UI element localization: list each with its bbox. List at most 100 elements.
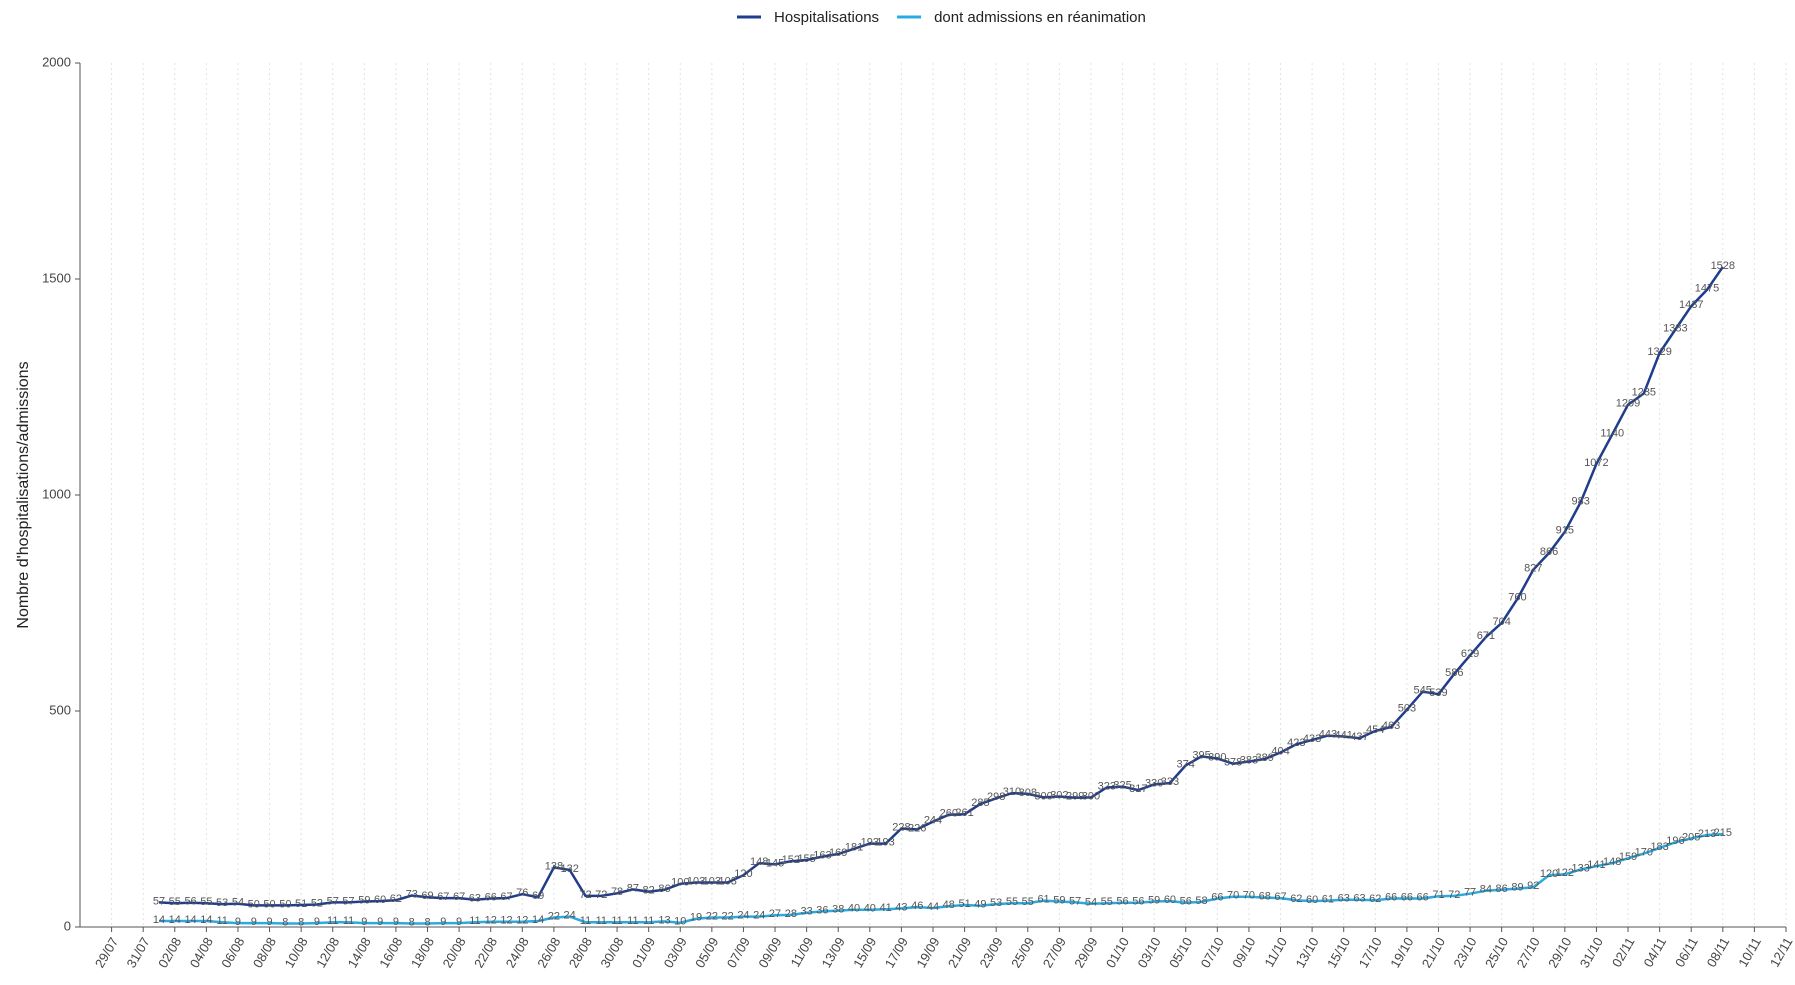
x-tick-label: 06/11 bbox=[1672, 935, 1701, 970]
x-tick-label: 13/09 bbox=[819, 935, 848, 971]
x-tick-label: 18/08 bbox=[408, 935, 437, 971]
data-label: 181 bbox=[845, 842, 863, 854]
data-label: 827 bbox=[1524, 563, 1542, 575]
y-tick-label: 500 bbox=[49, 702, 71, 717]
data-label: 155 bbox=[797, 853, 815, 865]
data-label: 333 bbox=[1161, 776, 1179, 788]
x-tick-label: 09/09 bbox=[755, 935, 784, 971]
x-tick-label: 22/08 bbox=[471, 935, 500, 971]
data-label: 323 bbox=[1098, 780, 1116, 792]
data-label: 72 bbox=[595, 889, 607, 901]
y-tick-label: 1000 bbox=[42, 486, 71, 501]
x-tick-label: 21/09 bbox=[945, 935, 974, 971]
data-label: 24 bbox=[737, 910, 749, 922]
x-tick-label: 19/09 bbox=[913, 935, 942, 971]
data-label: 59 bbox=[1053, 894, 1065, 906]
data-label: 60 bbox=[374, 894, 386, 906]
data-label: 11 bbox=[611, 915, 622, 927]
data-label: 586 bbox=[1445, 667, 1463, 679]
data-label: 55 bbox=[200, 896, 212, 908]
data-label: 55 bbox=[169, 896, 181, 908]
data-label: 89 bbox=[1511, 881, 1523, 893]
data-label: 84 bbox=[1480, 884, 1492, 896]
data-label: 423 bbox=[1287, 737, 1305, 749]
data-label: 915 bbox=[1556, 525, 1574, 537]
x-tick-label: 20/08 bbox=[439, 935, 468, 971]
data-label: 433 bbox=[1303, 733, 1321, 745]
series-line bbox=[158, 266, 1724, 907]
data-label: 66 bbox=[1211, 891, 1223, 903]
data-label: 14 bbox=[169, 914, 181, 926]
x-tick-label: 23/09 bbox=[976, 935, 1005, 971]
data-label: 298 bbox=[987, 791, 1005, 803]
data-label: 24 bbox=[564, 910, 576, 922]
data-label: 70 bbox=[1243, 890, 1255, 902]
data-label: 132 bbox=[561, 863, 579, 875]
data-label: 441 bbox=[1335, 729, 1353, 741]
data-label: 103 bbox=[718, 875, 736, 887]
data-label: 183 bbox=[1650, 841, 1668, 853]
data-label: 57 bbox=[1069, 895, 1081, 907]
data-label: 629 bbox=[1461, 648, 1479, 660]
data-label: 141 bbox=[1587, 859, 1605, 871]
y-axis-title: Nombre d'hospitalisations/admissions bbox=[15, 361, 32, 628]
data-label: 12 bbox=[516, 915, 528, 927]
data-label: 226 bbox=[908, 822, 926, 834]
data-label: 66 bbox=[485, 891, 497, 903]
data-label: 395 bbox=[1192, 749, 1210, 761]
x-tick-label: 21/10 bbox=[1419, 935, 1448, 971]
data-label: 8 bbox=[282, 916, 288, 928]
data-label: 66 bbox=[1417, 891, 1429, 903]
data-label: 215 bbox=[1714, 827, 1732, 839]
data-label: 330 bbox=[1145, 777, 1163, 789]
data-label: 62 bbox=[1290, 893, 1302, 905]
data-label: 1475 bbox=[1695, 283, 1719, 295]
data-label: 120 bbox=[1540, 868, 1558, 880]
x-tick-label: 17/09 bbox=[882, 935, 911, 971]
data-label: 22 bbox=[548, 910, 560, 922]
data-label: 72 bbox=[1448, 889, 1460, 901]
data-label: 133 bbox=[1571, 862, 1589, 874]
data-label: 14 bbox=[200, 914, 212, 926]
data-label: 33 bbox=[801, 906, 813, 918]
data-label: 11 bbox=[580, 915, 591, 927]
y-tick-label: 2000 bbox=[42, 54, 71, 69]
x-tick-label: 07/10 bbox=[1198, 935, 1227, 971]
x-tick-label: 10/11 bbox=[1735, 935, 1764, 970]
data-label: 9 bbox=[314, 916, 320, 928]
data-label: 11 bbox=[327, 915, 338, 927]
data-label: 14 bbox=[532, 914, 544, 926]
data-label: 58 bbox=[1195, 895, 1207, 907]
data-label: 69 bbox=[532, 890, 544, 902]
data-label: 63 bbox=[1353, 893, 1365, 905]
data-label: 9 bbox=[440, 916, 446, 928]
data-label: 13 bbox=[658, 914, 670, 926]
data-label: 1140 bbox=[1600, 427, 1624, 439]
legend-label: Hospitalisations bbox=[774, 9, 879, 26]
data-label: 11 bbox=[596, 915, 607, 927]
x-tick-label: 23/10 bbox=[1450, 935, 1479, 971]
x-tick-label: 27/10 bbox=[1514, 935, 1543, 971]
x-tick-label: 26/08 bbox=[534, 935, 563, 971]
data-label: 193 bbox=[876, 837, 894, 849]
data-label: 383 bbox=[1240, 754, 1258, 766]
x-tick-label: 15/10 bbox=[1324, 935, 1353, 971]
y-tick-label: 1500 bbox=[42, 270, 71, 285]
data-label: 67 bbox=[437, 891, 449, 903]
data-label: 100 bbox=[671, 877, 689, 889]
x-tick-label: 13/10 bbox=[1292, 935, 1321, 971]
data-label: 44 bbox=[927, 901, 939, 913]
data-label: 1437 bbox=[1679, 299, 1703, 311]
x-tick-label: 02/08 bbox=[155, 935, 184, 971]
data-label: 67 bbox=[453, 891, 465, 903]
x-tick-label: 25/09 bbox=[1008, 935, 1037, 971]
data-label: 27 bbox=[769, 908, 781, 920]
data-label: 170 bbox=[1635, 846, 1653, 858]
data-label: 378 bbox=[1224, 757, 1242, 769]
data-label: 60 bbox=[1164, 894, 1176, 906]
data-label: 261 bbox=[955, 807, 973, 819]
data-label: 11 bbox=[627, 915, 638, 927]
data-label: 62 bbox=[390, 893, 402, 905]
data-label: 60 bbox=[1306, 894, 1318, 906]
x-tick-label: 03/09 bbox=[661, 935, 690, 971]
